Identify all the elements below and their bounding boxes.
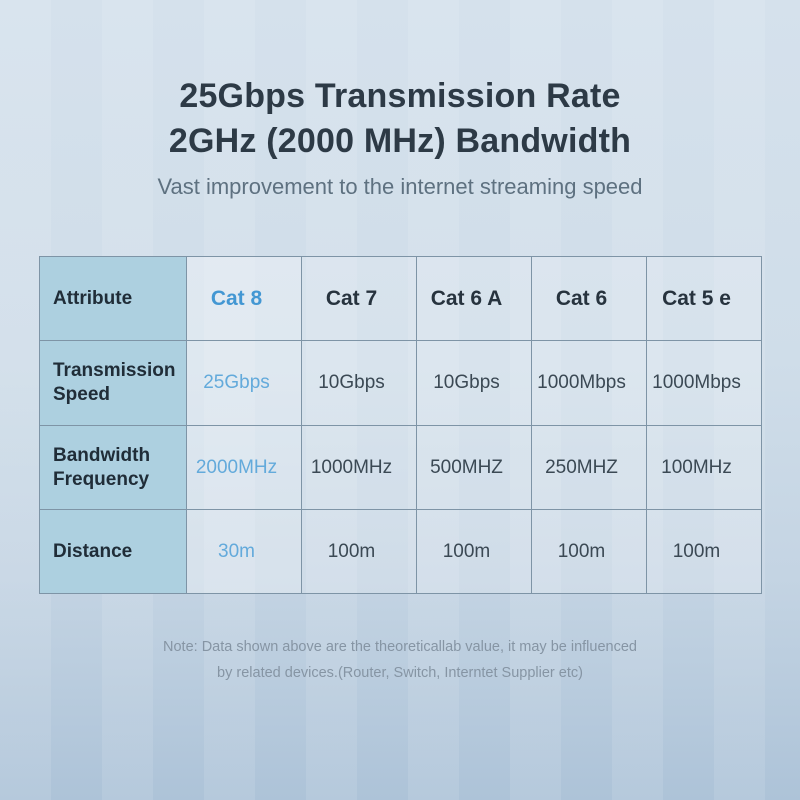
cell-distance-cat5e: 100m [646,509,762,594]
cell-bandwidth-cat7: 1000MHz [301,425,417,510]
row-label-bandwidth-frequency: Bandwidth Frequency [39,425,187,510]
cell-transmission-cat6a: 10Gbps [416,340,532,426]
cell-distance-cat6: 100m [531,509,647,594]
header-attribute: Attribute [39,256,187,341]
table-row-bandwidth-frequency: Bandwidth Frequency 2000MHz 1000MHz 500M… [39,425,762,510]
cell-bandwidth-cat6a: 500MHZ [416,425,532,510]
page-title: 25Gbps Transmission Rate 2GHz (2000 MHz)… [0,74,800,164]
row-label-transmission-speed: Transmission Speed [39,340,187,426]
cell-transmission-cat8: 25Gbps [186,340,302,426]
header-cat5e: Cat 5 e [646,256,762,341]
title-line-1: 25Gbps Transmission Rate [179,77,621,115]
cell-transmission-cat6: 1000Mbps [531,340,647,426]
header-cat6: Cat 6 [531,256,647,341]
cell-distance-cat7: 100m [301,509,417,594]
footnote-line-2: by related devices.(Router, Switch, Inte… [217,665,583,681]
cell-transmission-cat7: 10Gbps [301,340,417,426]
header-cat7: Cat 7 [301,256,417,341]
page-subtitle: Vast improvement to the internet streami… [157,174,643,199]
table-header-row: Attribute Cat 8 Cat 7 Cat 6 A Cat 6 Cat … [39,256,762,341]
title-line-2: 2GHz (2000 MHz) Bandwidth [168,122,632,160]
cell-transmission-cat5e: 1000Mbps [646,340,762,426]
row-label-distance: Distance [39,509,187,594]
cell-bandwidth-cat8: 2000MHz [186,425,302,510]
footnote-line-1: Note: Data shown above are the theoretic… [163,639,637,655]
footnote: Note: Data shown above are the theoretic… [0,634,800,686]
header-cat8: Cat 8 [186,256,302,341]
cell-distance-cat6a: 100m [416,509,532,594]
cell-bandwidth-cat5e: 100MHz [646,425,762,510]
table-row-distance: Distance 30m 100m 100m 100m 100m [39,509,762,594]
cell-bandwidth-cat6: 250MHZ [531,425,647,510]
table-row-transmission-speed: Transmission Speed 25Gbps 10Gbps 10Gbps … [39,340,762,426]
cell-distance-cat8: 30m [186,509,302,594]
comparison-table: Attribute Cat 8 Cat 7 Cat 6 A Cat 6 Cat … [39,256,762,594]
header-cat6a: Cat 6 A [416,256,532,341]
